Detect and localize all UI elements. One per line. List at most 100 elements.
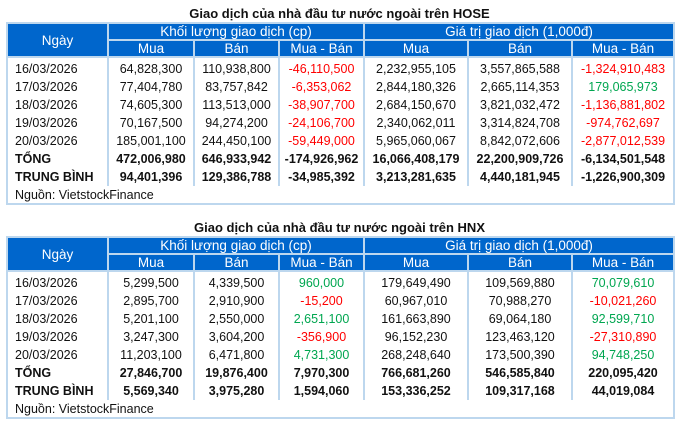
cell: 2,550,000 <box>193 310 280 328</box>
cell: 44,019,084 <box>570 382 676 400</box>
cell: 7,970,300 <box>278 364 365 382</box>
cell: -1,136,881,802 <box>570 96 676 114</box>
row-label: 18/03/2026 <box>6 310 109 328</box>
hnx-foreign-trading-block: Giao dịch của nhà đầu tư nước ngoài trên… <box>5 219 676 419</box>
header-buy: Mua <box>107 253 195 272</box>
cell: 2,340,062,011 <box>363 114 469 132</box>
table-row: 19/03/2026 70,167,500 94,274,200 -24,106,70… <box>6 114 676 132</box>
table-row: 16/03/2026 5,299,500 4,339,500 960,000 179,6… <box>6 271 676 292</box>
row-label: TỔNG <box>6 364 109 382</box>
cell: 185,001,100 <box>107 132 195 150</box>
row-label: 16/03/2026 <box>6 57 109 78</box>
cell: -38,907,700 <box>278 96 365 114</box>
source-note: Nguồn: VietstockFinance <box>5 400 676 419</box>
header-sell: Bán <box>193 253 280 272</box>
table-row: 19/03/2026 3,247,300 3,604,200 -356,900 96,1… <box>6 328 676 346</box>
row-label: 19/03/2026 <box>6 328 109 346</box>
row-label: 17/03/2026 <box>6 292 109 310</box>
header-sell: Bán <box>193 39 280 58</box>
hose-foreign-trading-block: Giao dịch của nhà đầu tư nước ngoài trên… <box>5 5 676 205</box>
table-title: Giao dịch của nhà đầu tư nước ngoài trên… <box>189 6 490 21</box>
header-net: Mua - Bán <box>278 39 365 58</box>
header-buy: Mua <box>363 39 469 58</box>
table-title: Giao dịch của nhà đầu tư nước ngoài trên… <box>194 220 485 235</box>
cell: 60,967,010 <box>363 292 469 310</box>
table-row: 20/03/2026 185,001,100 244,450,100 -59,449,… <box>6 132 676 150</box>
cell: 5,201,100 <box>107 310 195 328</box>
table-row: 18/03/2026 5,201,100 2,550,000 2,651,100 161… <box>6 310 676 328</box>
header-net: Mua - Bán <box>278 253 365 272</box>
cell: -24,106,700 <box>278 114 365 132</box>
cell: 8,842,072,606 <box>467 132 573 150</box>
cell: 2,232,955,105 <box>363 57 469 78</box>
cell: 94,274,200 <box>193 114 280 132</box>
cell: 4,339,500 <box>193 271 280 292</box>
table-row: 17/03/2026 2,895,700 2,910,900 -15,200 60,96… <box>6 292 676 310</box>
source-note: Nguồn: VietstockFinance <box>5 186 676 205</box>
cell: 1,594,060 <box>278 382 365 400</box>
header-buy: Mua <box>363 253 469 272</box>
cell: 11,203,100 <box>107 346 195 364</box>
row-label: 19/03/2026 <box>6 114 109 132</box>
cell: 3,314,824,708 <box>467 114 573 132</box>
cell: -10,021,260 <box>570 292 676 310</box>
header-volume: Khối lượng giao dịch (cp) <box>107 236 365 255</box>
cell: 70,079,610 <box>570 271 676 292</box>
row-label: 16/03/2026 <box>6 271 109 292</box>
cell: 83,757,842 <box>193 78 280 96</box>
cell: 109,317,168 <box>467 382 573 400</box>
cell: 268,248,640 <box>363 346 469 364</box>
foreign-trading-table: Ngày Khối lượng giao dịch (cp) Giá trị gia… <box>5 22 676 205</box>
cell: 16,066,408,179 <box>363 150 469 168</box>
cell: 4,731,300 <box>278 346 365 364</box>
cell: -59,449,000 <box>278 132 365 150</box>
header-value: Giá trị giao dịch (1,000đ) <box>362 236 676 255</box>
cell: -2,877,012,539 <box>570 132 676 150</box>
cell: 472,006,980 <box>107 150 195 168</box>
cell: 2,665,114,353 <box>467 78 573 96</box>
foreign-trading-table: Ngày Khối lượng giao dịch (cp) Giá trị gia… <box>5 236 676 419</box>
cell: -1,226,900,309 <box>570 168 676 186</box>
cell: 161,663,890 <box>363 310 469 328</box>
cell: 2,844,180,326 <box>363 78 469 96</box>
cell: 2,651,100 <box>278 310 365 328</box>
cell: 244,450,100 <box>193 132 280 150</box>
cell: 3,975,280 <box>193 382 280 400</box>
cell: 27,846,700 <box>107 364 195 382</box>
row-label: TỔNG <box>6 150 109 168</box>
cell: 77,404,780 <box>107 78 195 96</box>
table-row: 17/03/2026 77,404,780 83,757,842 -6,353,062… <box>6 78 676 96</box>
cell: 220,095,420 <box>570 364 676 382</box>
cell: -356,900 <box>278 328 365 346</box>
row-label: 20/03/2026 <box>6 132 109 150</box>
cell: -1,324,910,483 <box>570 57 676 78</box>
header-sell: Bán <box>467 253 573 272</box>
header-net: Mua - Bán <box>570 39 676 58</box>
header-net: Mua - Bán <box>570 253 676 272</box>
cell: -27,310,890 <box>570 328 676 346</box>
cell: 4,440,181,945 <box>467 168 573 186</box>
cell: 22,200,909,726 <box>467 150 573 168</box>
cell: -974,762,697 <box>570 114 676 132</box>
cell: 96,152,230 <box>363 328 469 346</box>
table-row: 18/03/2026 74,605,300 113,513,000 -38,907,7… <box>6 96 676 114</box>
cell: -15,200 <box>278 292 365 310</box>
row-label: 17/03/2026 <box>6 78 109 96</box>
cell: 3,604,200 <box>193 328 280 346</box>
cell: 3,821,032,472 <box>467 96 573 114</box>
row-label: TRUNG BÌNH <box>6 382 109 400</box>
cell: 960,000 <box>278 271 365 292</box>
cell: 546,585,840 <box>467 364 573 382</box>
cell: -6,134,501,548 <box>570 150 676 168</box>
cell: 5,299,500 <box>107 271 195 292</box>
cell: -174,926,962 <box>278 150 365 168</box>
header-volume: Khối lượng giao dịch (cp) <box>107 22 365 41</box>
summary-row: TRUNG BÌNH 94,401,396 129,386,788 -34,985,3… <box>6 168 676 186</box>
cell: 5,569,340 <box>107 382 195 400</box>
cell: 113,513,000 <box>193 96 280 114</box>
cell: 2,684,150,670 <box>363 96 469 114</box>
cell: 179,649,490 <box>363 271 469 292</box>
cell: 3,213,281,635 <box>363 168 469 186</box>
header-value: Giá trị giao dịch (1,000đ) <box>362 22 676 41</box>
row-label: TRUNG BÌNH <box>6 168 109 186</box>
